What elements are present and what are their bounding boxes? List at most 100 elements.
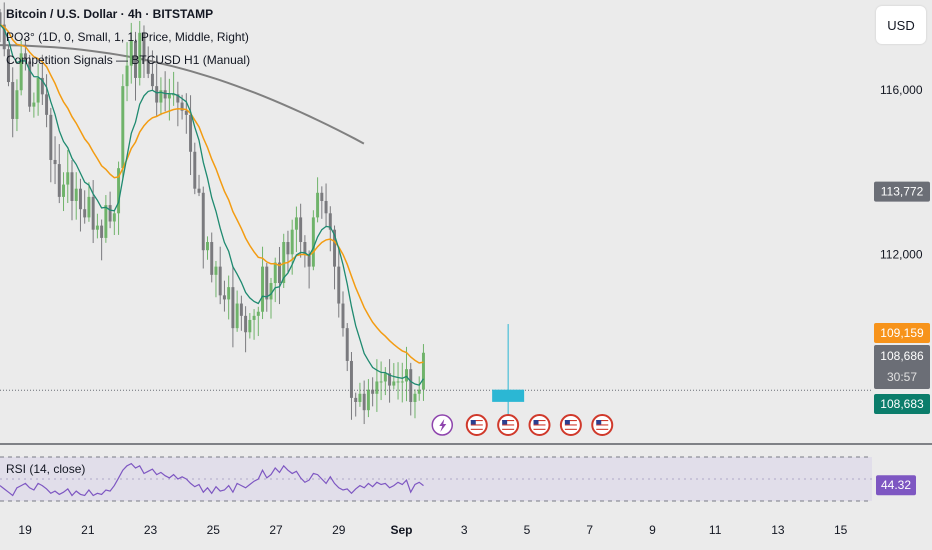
candle-body[interactable] [176, 94, 180, 103]
candle-body[interactable] [303, 242, 307, 255]
candle-body[interactable] [189, 114, 193, 152]
candle-body[interactable] [366, 389, 370, 411]
candle-body[interactable] [345, 328, 349, 361]
candle-body[interactable] [112, 213, 116, 222]
candle-body[interactable] [375, 381, 379, 394]
candle-body[interactable] [28, 61, 32, 107]
candle-body[interactable] [244, 315, 248, 333]
candle-body[interactable] [248, 319, 252, 333]
indicator-legend-po3[interactable]: PO3° (1D, 0, Small, 1, 1, Price, Middle,… [6, 30, 249, 44]
candle-body[interactable] [150, 73, 154, 87]
candle-body[interactable] [19, 53, 23, 91]
candle-body[interactable] [121, 86, 125, 169]
candle-body[interactable] [15, 90, 19, 119]
candle-body[interactable] [40, 77, 44, 95]
candle-body[interactable] [11, 82, 15, 119]
forecast-box[interactable] [492, 389, 525, 402]
candle-body[interactable] [252, 315, 256, 320]
candle-body[interactable] [129, 41, 133, 66]
candle-body[interactable] [354, 397, 358, 402]
candle-body[interactable] [341, 303, 345, 329]
candle-body[interactable] [358, 393, 362, 402]
candle-body[interactable] [206, 242, 209, 251]
candle-body[interactable] [172, 94, 176, 96]
candle-body[interactable] [70, 172, 74, 201]
candle-body[interactable] [235, 303, 239, 329]
candle-body[interactable] [57, 164, 61, 197]
candle-body[interactable] [201, 192, 205, 251]
candle-body[interactable] [396, 381, 400, 383]
candle-body[interactable] [349, 360, 353, 398]
candle-body[interactable] [155, 86, 159, 103]
candle-body[interactable] [193, 151, 197, 189]
candle-body[interactable] [265, 266, 269, 300]
candle-body[interactable] [83, 209, 87, 218]
candle-body[interactable] [392, 381, 396, 386]
candle-body[interactable] [320, 192, 324, 201]
candle-body[interactable] [53, 159, 57, 165]
candle-body[interactable] [362, 393, 366, 411]
candle-body[interactable] [104, 205, 108, 238]
candle-body[interactable] [324, 200, 328, 214]
candle-body[interactable] [231, 287, 235, 329]
candle-body[interactable] [100, 225, 104, 238]
candle-body[interactable] [413, 393, 417, 402]
candle-body[interactable] [2, 24, 6, 50]
candle-body[interactable] [146, 61, 150, 74]
candle-body[interactable] [286, 242, 290, 255]
candle-body[interactable] [261, 266, 265, 312]
candle-body[interactable] [256, 311, 260, 316]
candle-body[interactable] [371, 389, 375, 394]
candle-body[interactable] [163, 90, 167, 99]
candle-body[interactable] [66, 172, 70, 185]
candle-body[interactable] [316, 192, 320, 218]
candle-body[interactable] [36, 77, 40, 103]
candle-body[interactable] [311, 217, 315, 267]
us-flag-signal-icon[interactable] [591, 414, 614, 436]
candle-body[interactable] [125, 65, 129, 87]
candle-body[interactable] [269, 283, 273, 300]
candle-body[interactable] [379, 381, 383, 383]
us-flag-signal-icon[interactable] [497, 414, 520, 436]
candle-body[interactable] [167, 94, 171, 99]
candle-body[interactable] [0, 12, 2, 25]
currency-button[interactable]: USD [876, 6, 926, 44]
indicator-legend-competition-signals[interactable]: Competition Signals — BTCUSD H1 (Manual) [6, 53, 251, 67]
candle-body[interactable] [277, 262, 281, 284]
candle-body[interactable] [421, 352, 425, 390]
candle-body[interactable] [95, 225, 99, 230]
candle-body[interactable] [328, 213, 332, 230]
candle-body[interactable] [227, 287, 231, 300]
candle-body[interactable] [222, 295, 226, 300]
candle-body[interactable] [159, 90, 163, 103]
candle-body[interactable] [91, 196, 95, 230]
candle-body[interactable] [307, 254, 311, 267]
lightning-signal-icon[interactable] [431, 414, 454, 436]
candle-body[interactable] [180, 102, 184, 111]
candle-body[interactable] [299, 217, 303, 243]
candle-body[interactable] [388, 373, 392, 386]
candle-body[interactable] [383, 373, 387, 382]
candle-body[interactable] [197, 188, 201, 193]
candle-body[interactable] [184, 110, 188, 115]
candle-body[interactable] [138, 32, 142, 78]
candle-body[interactable] [23, 53, 27, 62]
candle-body[interactable] [273, 262, 277, 284]
candle-body[interactable] [142, 32, 146, 62]
candle-body[interactable] [117, 168, 121, 214]
candle-body[interactable] [417, 389, 421, 394]
candle-body[interactable] [294, 217, 298, 230]
rsi-legend[interactable]: RSI (14, close) [6, 462, 86, 476]
candle-body[interactable] [282, 242, 286, 284]
candle-body[interactable] [290, 229, 294, 255]
candle-body[interactable] [405, 369, 408, 382]
candle-body[interactable] [409, 369, 413, 402]
candle-body[interactable] [62, 184, 66, 197]
candle-body[interactable] [210, 242, 214, 275]
candle-body[interactable] [49, 114, 53, 160]
candle-body[interactable] [78, 188, 82, 210]
candle-body[interactable] [214, 266, 218, 275]
candle-body[interactable] [108, 205, 112, 222]
candle-body[interactable] [333, 229, 337, 267]
